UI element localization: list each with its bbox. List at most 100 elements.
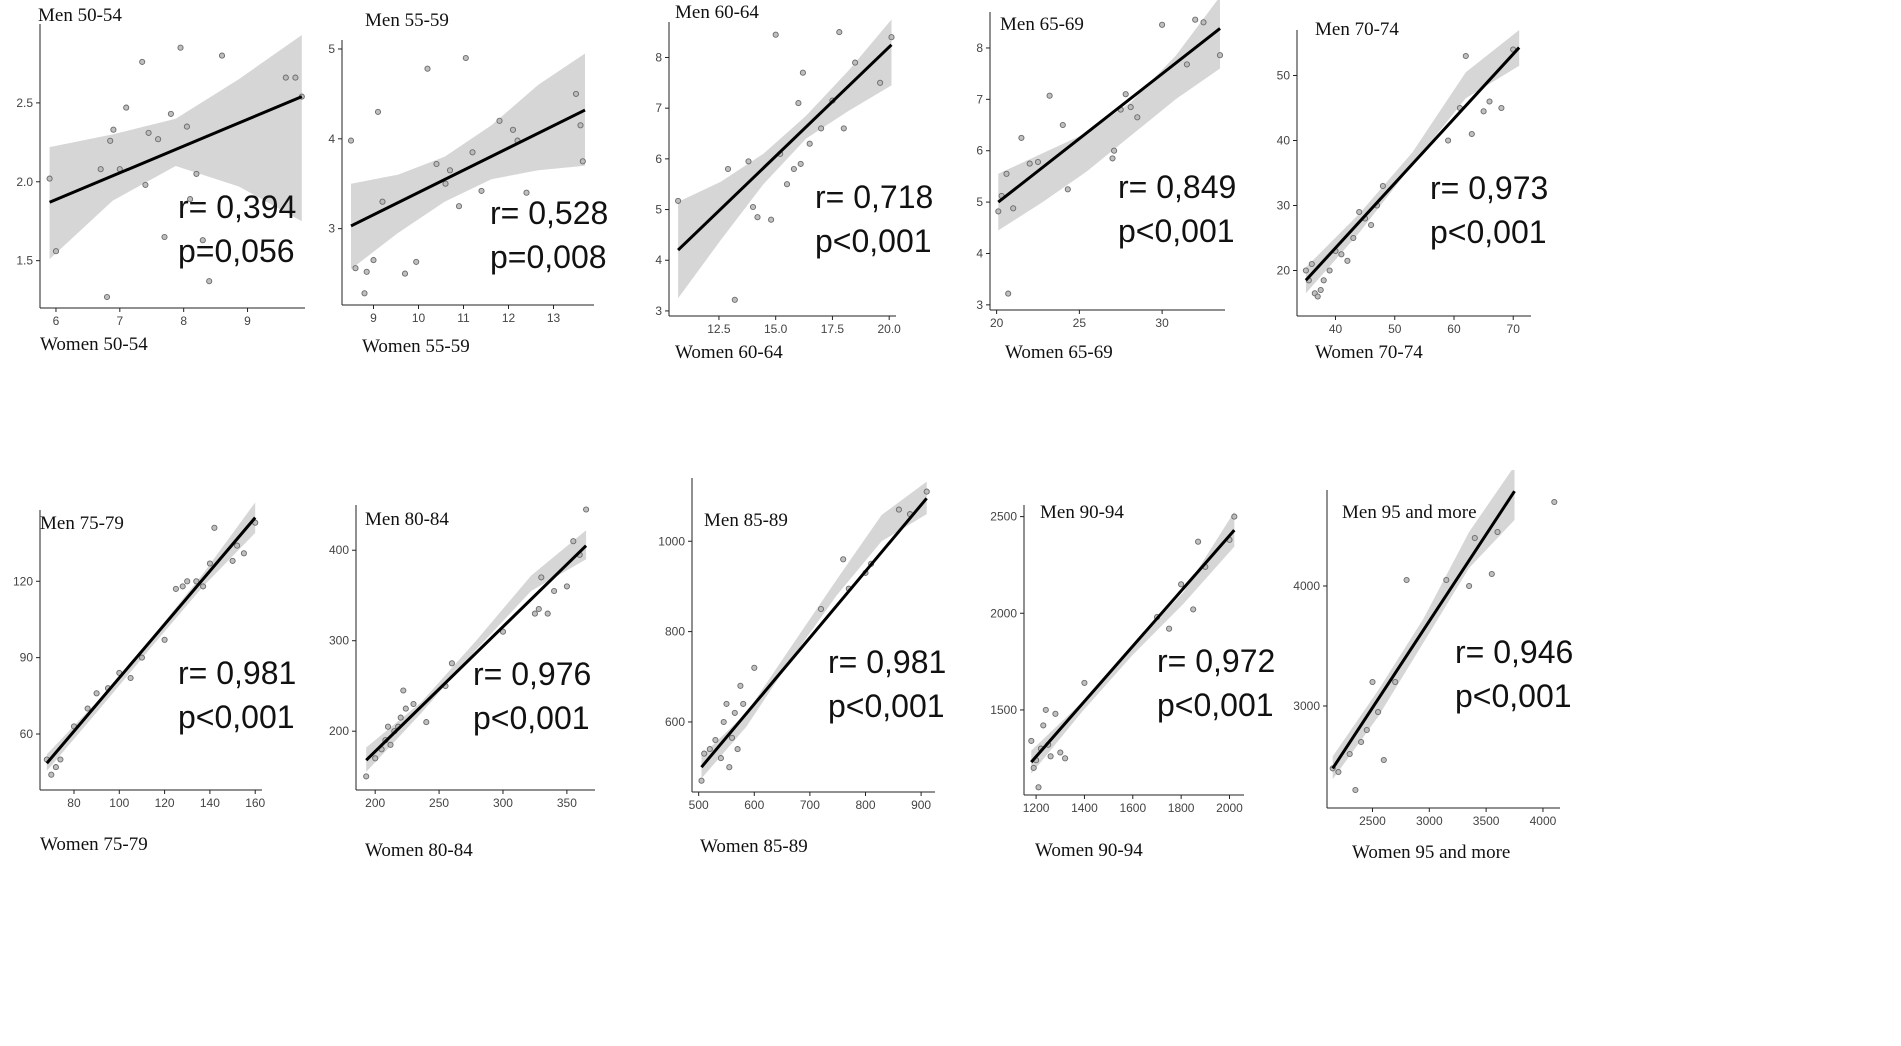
- x-tick-label: 20.0: [878, 322, 902, 336]
- data-point: [218, 52, 226, 59]
- regression-line: [350, 108, 586, 228]
- panel-title: Men 55-59: [365, 10, 449, 31]
- data-point: [1018, 134, 1025, 141]
- data-point: [161, 233, 168, 241]
- data-point: [423, 719, 430, 726]
- regression-line: [45, 516, 257, 765]
- y-tick-label: 200: [329, 724, 349, 738]
- data-point: [347, 137, 355, 144]
- data-point: [754, 214, 761, 221]
- x-axis-label: Women 75-79: [40, 834, 148, 855]
- data-point: [1195, 538, 1202, 545]
- y-tick-label: 40: [1277, 134, 1291, 148]
- p-value: p<0,001: [828, 688, 945, 724]
- confidence-band: [366, 530, 587, 772]
- regression-line: [1030, 529, 1236, 764]
- data-point: [424, 65, 431, 72]
- panel-title: Men 80-84: [365, 509, 449, 530]
- y-tick-label: 1000: [658, 534, 685, 548]
- data-point: [509, 126, 517, 133]
- y-tick-label: 5: [655, 203, 662, 217]
- x-tick-label: 50: [1388, 322, 1402, 336]
- x-axis-label: Women 55-59: [362, 336, 470, 357]
- data-point: [1344, 257, 1351, 264]
- data-point: [1005, 290, 1012, 297]
- y-tick-label: 6: [976, 144, 983, 158]
- x-tick-label: 4000: [1530, 814, 1557, 828]
- data-point: [817, 605, 825, 613]
- data-point: [731, 709, 738, 716]
- x-axis-label: Women 50-54: [40, 334, 148, 355]
- y-tick-label: 300: [329, 634, 349, 648]
- data-point: [442, 180, 449, 187]
- data-point: [706, 746, 713, 753]
- data-point: [745, 158, 752, 165]
- data-point: [1028, 737, 1035, 744]
- data-point: [363, 268, 370, 275]
- panel-85-89: 500 600 700 800 900 600 800 1000 Men 85-89 Women …: [658, 478, 946, 857]
- x-tick-label: 15.0: [764, 322, 788, 336]
- data-point: [282, 74, 289, 81]
- data-point: [496, 117, 503, 124]
- data-point: [1026, 160, 1033, 167]
- x-tick-label: 1400: [1071, 801, 1098, 815]
- data-point: [570, 538, 577, 545]
- data-point: [1498, 104, 1505, 112]
- data-point: [57, 756, 64, 763]
- data-point: [1064, 186, 1071, 193]
- y-tick-label: 1500: [990, 703, 1017, 717]
- y-tick-label: 3000: [1293, 699, 1320, 713]
- data-point: [1326, 267, 1333, 274]
- y-tick-label: 120: [13, 574, 33, 588]
- data-point: [379, 198, 386, 205]
- data-point: [402, 705, 409, 712]
- data-point: [1335, 768, 1342, 776]
- data-point: [229, 557, 236, 564]
- data-point: [455, 203, 463, 210]
- data-point: [877, 79, 884, 86]
- x-tick-label: 3000: [1416, 814, 1443, 828]
- data-point: [52, 764, 59, 771]
- data-point: [1166, 625, 1173, 632]
- x-tick-label: 500: [689, 798, 709, 812]
- x-tick-label: 350: [557, 796, 577, 810]
- data-point: [577, 122, 584, 129]
- x-axis-label: Women 65-69: [1005, 342, 1113, 363]
- data-point: [93, 690, 100, 697]
- data-point: [52, 248, 60, 255]
- data-point: [772, 31, 779, 38]
- data-point: [538, 574, 545, 581]
- panel-title: Men 90-94: [1040, 502, 1124, 523]
- data-point: [731, 296, 738, 303]
- confidence-band: [351, 53, 585, 270]
- data-point: [1134, 114, 1141, 121]
- data-point: [1392, 678, 1399, 686]
- data-point: [103, 293, 111, 301]
- panel-75-79: 80 100 120 140 160 60 90 120 Men 75-79 Women 75-7…: [13, 502, 296, 855]
- data-point: [583, 506, 590, 513]
- x-tick-label: 800: [855, 798, 875, 812]
- data-point: [1159, 21, 1166, 28]
- data-point: [923, 488, 930, 495]
- confidence-band: [1031, 511, 1235, 774]
- data-point: [840, 125, 847, 132]
- confidence-band: [49, 35, 302, 260]
- x-axis-label: Women 60-64: [675, 342, 783, 363]
- data-point: [1369, 678, 1376, 686]
- x-tick-label: 200: [365, 796, 385, 810]
- data-point: [193, 578, 200, 585]
- data-point: [1379, 182, 1386, 190]
- data-point: [1320, 277, 1327, 284]
- data-point: [384, 723, 392, 730]
- p-value: p<0,001: [1118, 213, 1235, 249]
- data-point: [740, 700, 747, 707]
- data-point: [1040, 722, 1047, 729]
- y-tick-label: 4: [655, 253, 662, 267]
- data-point: [1192, 16, 1199, 23]
- x-tick-label: 1200: [1023, 801, 1050, 815]
- y-tick-label: 60: [20, 727, 34, 741]
- data-point: [737, 682, 744, 689]
- r-value: r= 0,972: [1157, 643, 1275, 679]
- data-point: [1356, 208, 1363, 216]
